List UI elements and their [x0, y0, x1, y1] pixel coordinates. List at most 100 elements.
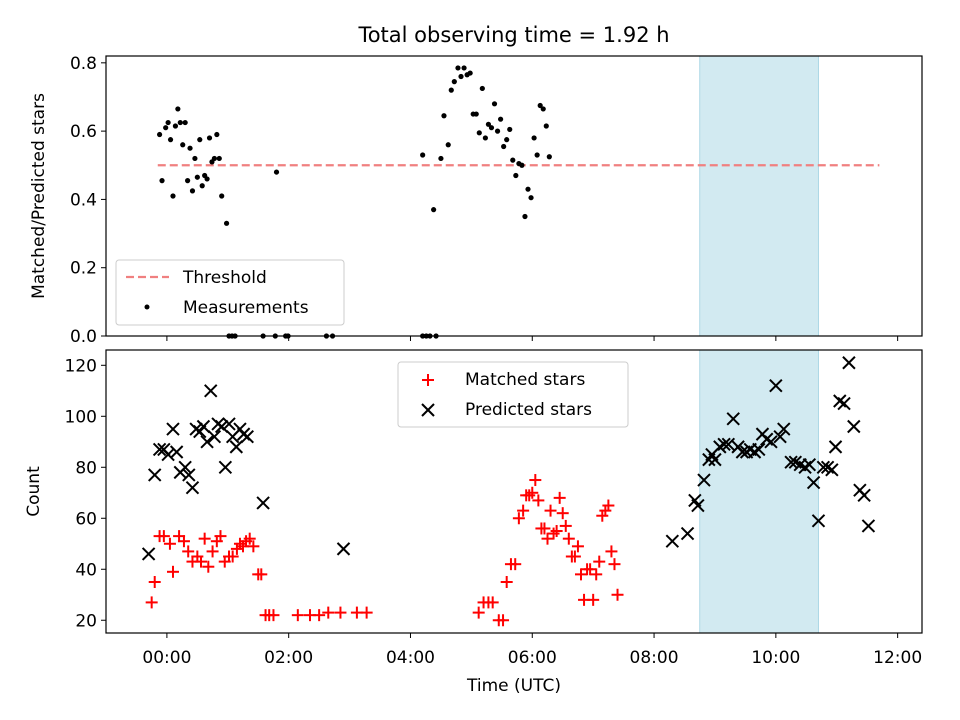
y-tick-label: 0.2 [70, 259, 97, 279]
legend-measurements-swatch [144, 304, 150, 310]
predicted-star-point [218, 460, 233, 474]
matched-star-point [194, 555, 207, 568]
y-tick-label: 0.6 [70, 122, 97, 142]
measurement-point [467, 70, 473, 76]
measurement-point [170, 193, 176, 199]
predicted-star-point [769, 378, 783, 393]
matched-star-point [559, 519, 572, 532]
measurement-point [510, 157, 516, 163]
predicted-star-point [842, 356, 856, 370]
predicted-star-point [141, 547, 156, 561]
matched-stars-series [145, 474, 624, 627]
y-tick-label: 40 [75, 560, 97, 580]
x-tick-label: 04:00 [386, 648, 435, 668]
x-tick-label: 12:00 [873, 648, 922, 668]
predicted-star-point [240, 429, 254, 444]
legend-measurements-label: Measurements [183, 298, 309, 318]
measurement-point [172, 123, 179, 129]
measurement-point [451, 79, 457, 85]
predicted-star-point [833, 394, 847, 408]
predicted-star-point [784, 455, 798, 469]
matched-star-point [497, 614, 510, 627]
predicted-star-point [717, 437, 731, 452]
measurement-point [165, 119, 171, 126]
measurement-point [537, 102, 543, 109]
matched-star-point [538, 522, 551, 535]
predicted-star-point [196, 419, 211, 434]
x-tick-label: 02:00 [264, 648, 313, 668]
chart-title: Total observing time = 1.92 h [357, 23, 669, 47]
y-tick-label: 100 [65, 407, 97, 427]
top-y-ticks: 0.0 0.2 0.4 0.6 0.8 [70, 54, 106, 347]
matched-star-point [148, 576, 161, 589]
measurement-point [192, 155, 198, 162]
measurement-point [163, 125, 169, 131]
measurement-point [441, 113, 447, 119]
legend-threshold-label: Threshold [182, 268, 267, 288]
matched-star-point [226, 550, 239, 563]
bottom-legend: Matched stars Predicted stars [397, 361, 629, 428]
predicted-star-point [806, 475, 821, 490]
measurement-point [519, 162, 525, 168]
matched-star-point [472, 606, 485, 619]
predicted-star-point [857, 488, 871, 503]
predicted-star-point [148, 468, 162, 482]
matched-star-point [322, 606, 335, 619]
matched-star-point [360, 606, 373, 619]
predicted-star-point [680, 526, 695, 541]
measurement-point [273, 169, 280, 175]
matched-star-point [206, 545, 219, 558]
x-tick-label: 00:00 [142, 648, 191, 668]
measurement-point [438, 155, 444, 162]
matched-star-point [584, 563, 597, 576]
predicted-star-point [178, 460, 192, 474]
matched-star-point [529, 474, 542, 487]
measurement-point [525, 186, 531, 192]
matched-star-point [177, 535, 190, 548]
measurement-point [482, 135, 488, 141]
measurement-point [491, 101, 498, 107]
y-tick-label: 0.8 [70, 54, 97, 74]
matched-star-point [602, 499, 615, 512]
measurement-point [182, 119, 188, 126]
matched-star-point [526, 486, 539, 499]
matched-star-point [166, 565, 179, 578]
measurement-point [473, 111, 479, 117]
measurement-point [540, 106, 546, 112]
measurement-point [199, 183, 205, 189]
matched-star-point [247, 540, 260, 553]
matched-star-point [145, 596, 158, 609]
highlight-span-rect [699, 349, 819, 634]
predicted-star-point [697, 473, 711, 487]
matched-star-point [243, 532, 256, 545]
y-tick-label: 0.0 [70, 327, 97, 347]
predicted-star-point [708, 452, 722, 467]
measurement-point [445, 142, 451, 148]
predicted-star-point [735, 445, 750, 459]
predicted-star-point [764, 435, 778, 449]
measurement-point [528, 195, 534, 201]
matched-star-point [532, 494, 545, 507]
bottom-x-ticks: 00:00 02:00 04:00 06:00 08:00 10:00 12:00 [142, 633, 922, 668]
matched-star-point [593, 555, 606, 568]
predicted-star-point [169, 445, 184, 459]
matched-star-point [611, 588, 624, 601]
matched-star-point [550, 525, 563, 538]
predicted-star-point [166, 422, 180, 436]
predicted-star-point [721, 437, 736, 452]
measurement-point [223, 220, 230, 226]
measurement-point [431, 207, 437, 213]
measurement-point [156, 131, 163, 138]
predicted-star-point [825, 463, 839, 477]
matched-star-point [486, 596, 499, 609]
predicted-star-point [665, 534, 680, 548]
bottom-y-ticks: 20 40 60 80 100 120 [65, 356, 106, 631]
measurement-point [501, 143, 507, 150]
measurement-point [194, 174, 200, 180]
measurement-point [216, 155, 222, 162]
matched-star-point [255, 568, 268, 581]
x-tick-label: 06:00 [508, 648, 557, 668]
predicted-star-point [802, 458, 817, 472]
measurement-point [534, 152, 540, 158]
count-panel: 00:00 02:00 04:00 06:00 08:00 10:00 12:00 20 40… [24, 349, 923, 696]
